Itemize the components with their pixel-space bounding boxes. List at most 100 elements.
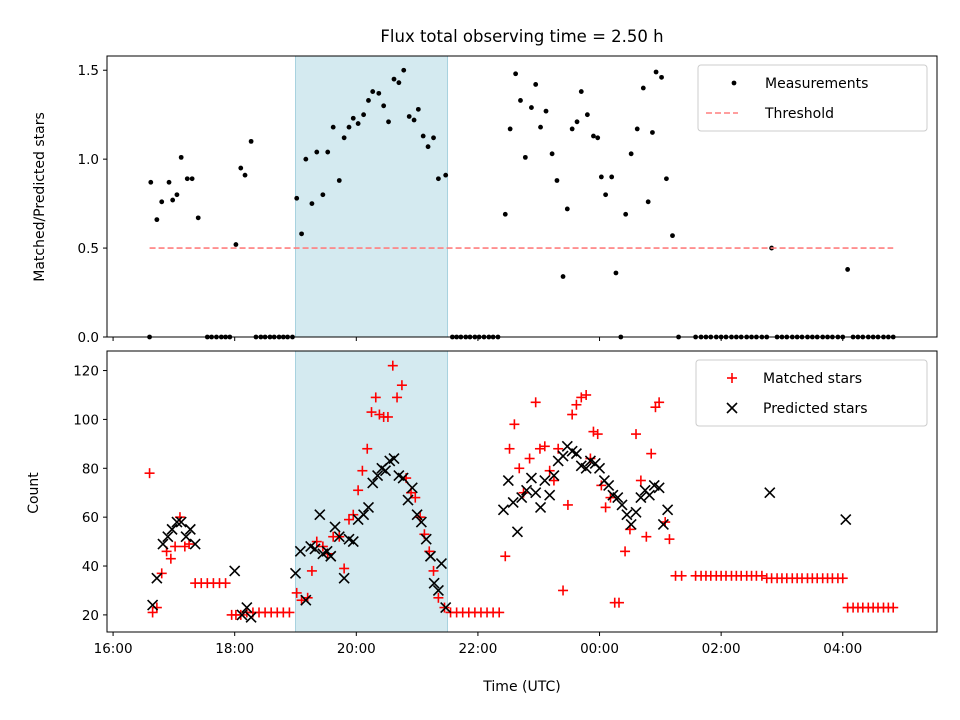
data-point	[837, 573, 848, 584]
data-point	[564, 206, 570, 212]
data-point	[613, 270, 619, 276]
data-point	[179, 541, 190, 552]
data-point	[574, 119, 580, 125]
data-point	[289, 567, 302, 579]
x-tick-label: 04:00	[823, 641, 862, 657]
data-point	[440, 601, 452, 614]
data-point	[595, 135, 601, 141]
data-point	[443, 172, 449, 178]
shade-rect	[294, 350, 449, 633]
data-point	[557, 450, 569, 462]
data-point	[628, 151, 634, 157]
data-point	[415, 516, 427, 528]
data-point	[625, 518, 637, 531]
data-point	[653, 69, 659, 75]
data-point	[229, 565, 241, 577]
data-point	[311, 536, 322, 547]
y-tick-label: 60	[82, 510, 99, 526]
data-point	[402, 494, 414, 506]
data-point	[339, 563, 350, 574]
x-axis-label: Time (UTC)	[482, 679, 560, 695]
data-point	[524, 453, 535, 464]
data-point	[376, 90, 382, 96]
data-point	[514, 463, 525, 474]
data-point	[509, 419, 520, 430]
data-point	[530, 487, 542, 499]
data-point	[347, 536, 359, 548]
data-point	[397, 472, 409, 484]
data-point	[598, 174, 604, 180]
data-point	[435, 558, 447, 570]
data-point	[609, 174, 615, 180]
data-point	[543, 108, 549, 114]
data-point	[549, 151, 555, 157]
observing-window-shade	[294, 55, 449, 338]
y-tick-label: 0.0	[78, 330, 99, 346]
legend-ratio: Measurements Threshold	[697, 64, 928, 132]
data-point	[662, 504, 674, 516]
data-point	[502, 474, 514, 487]
data-point	[631, 429, 642, 440]
data-point	[411, 117, 417, 123]
data-point	[570, 448, 582, 460]
data-point	[401, 67, 407, 73]
data-point	[511, 526, 524, 538]
data-point	[341, 135, 347, 141]
count-axes: 20 40 60 80 100 120	[73, 350, 938, 636]
data-point	[428, 565, 439, 576]
data-point	[500, 551, 511, 562]
data-point	[641, 531, 652, 542]
ratio-series	[147, 67, 896, 340]
data-point	[650, 130, 655, 135]
data-point	[314, 149, 320, 155]
data-point	[516, 492, 528, 504]
data-point	[634, 126, 640, 132]
x-axis: 16:00 18:00 20:00 22:00 00:00 02:00 04:00	[94, 641, 863, 657]
data-point	[291, 587, 302, 598]
data-point	[320, 192, 326, 198]
data-point	[162, 531, 174, 543]
data-point	[374, 409, 385, 420]
data-point	[184, 176, 190, 182]
data-point	[539, 474, 551, 487]
data-point	[170, 541, 181, 552]
data-point	[391, 76, 397, 82]
x-tick-label: 18:00	[215, 641, 254, 657]
data-point	[840, 514, 852, 526]
data-point	[670, 233, 675, 239]
data-point	[507, 126, 513, 132]
data-point	[189, 176, 195, 182]
data-point	[309, 543, 321, 555]
data-point	[151, 572, 163, 584]
data-point	[329, 521, 341, 533]
data-point	[147, 607, 158, 618]
data-point	[241, 601, 253, 614]
data-point	[195, 215, 201, 221]
data-point	[845, 267, 851, 272]
data-point	[370, 89, 376, 94]
data-point	[406, 114, 412, 119]
legend-label: Measurements	[765, 76, 868, 92]
data-point	[576, 392, 587, 403]
data-point	[303, 156, 309, 162]
data-point	[245, 611, 257, 623]
data-point	[562, 499, 573, 510]
data-point	[358, 509, 370, 521]
data-point	[338, 572, 350, 584]
data-point	[432, 584, 444, 597]
series-measurements	[147, 67, 896, 340]
data-point	[502, 211, 508, 217]
axes-frame	[106, 350, 938, 633]
data-point	[756, 570, 767, 581]
data-point	[428, 577, 440, 589]
x-tick-label: 00:00	[580, 641, 619, 657]
data-point	[415, 106, 421, 112]
data-point	[504, 443, 515, 454]
data-point	[367, 477, 379, 489]
data-point	[664, 534, 675, 545]
data-point	[184, 523, 196, 535]
data-point	[361, 112, 367, 118]
data-point	[171, 516, 183, 528]
legend-key	[731, 80, 737, 86]
